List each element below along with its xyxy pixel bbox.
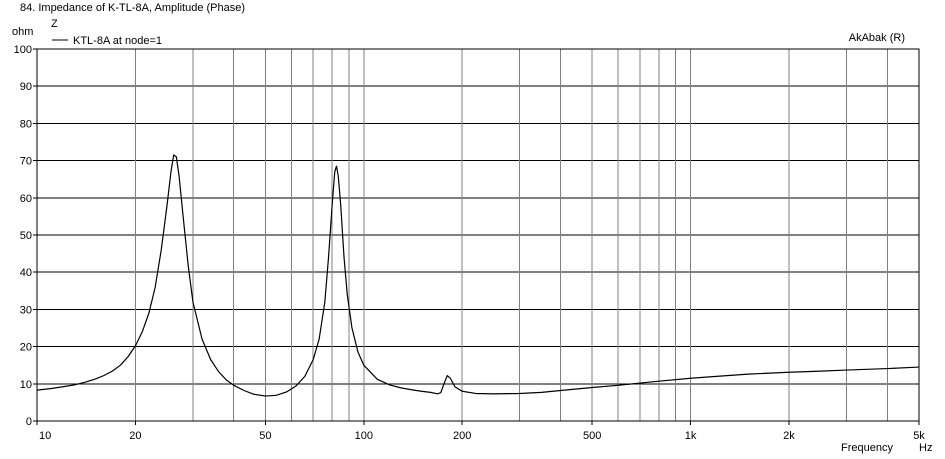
x-tick-label-200: 200 — [453, 430, 471, 442]
series-layer — [36, 154, 920, 397]
y-tick-label-10: 10 — [20, 379, 32, 391]
y-tick-label-60: 60 — [20, 193, 32, 205]
y-tick-label-90: 90 — [20, 81, 32, 93]
y-tick-label-50: 50 — [20, 230, 32, 242]
x-tick-label-500: 500 — [583, 430, 601, 442]
x-axis-unit-label: Hz — [919, 442, 932, 454]
x-tick-label-1k: 1k — [685, 430, 697, 442]
y-tick-label-70: 70 — [20, 156, 32, 168]
x-tick-label-20: 20 — [129, 430, 141, 442]
y-tick-label-100: 100 — [14, 44, 32, 56]
software-watermark: AkAbak (R) — [849, 32, 905, 44]
y-tick-label-20: 20 — [20, 342, 32, 354]
y-tick-label-0: 0 — [26, 416, 32, 428]
x-axis-label: Frequency — [841, 442, 893, 454]
x-tick-label-5k: 5k — [913, 430, 925, 442]
y-tick-label-80: 80 — [20, 118, 32, 130]
chart-title: 84. Impedance of K-TL-8A, Amplitude (Pha… — [20, 2, 245, 14]
grid — [37, 49, 919, 421]
axes: 0 10 20 30 40 50 60 70 80 90 100 10 20 50 100 200 500 1k 2… — [14, 44, 926, 442]
x-tick-label-50: 50 — [259, 430, 271, 442]
plot-frame — [36, 48, 920, 422]
impedance-curve-0 — [36, 154, 920, 397]
y-axis-unit-label: ohm — [12, 26, 33, 38]
x-tick-label-100: 100 — [355, 430, 373, 442]
legend-title: Z — [51, 18, 58, 30]
y-tick-label-40: 40 — [20, 267, 32, 279]
legend-series-label: KTL-8A at node=1 — [73, 35, 162, 47]
x-tick-label-2k: 2k — [783, 430, 795, 442]
y-tick-label-30: 30 — [20, 304, 32, 316]
x-tick-label-10: 10 — [39, 430, 51, 442]
